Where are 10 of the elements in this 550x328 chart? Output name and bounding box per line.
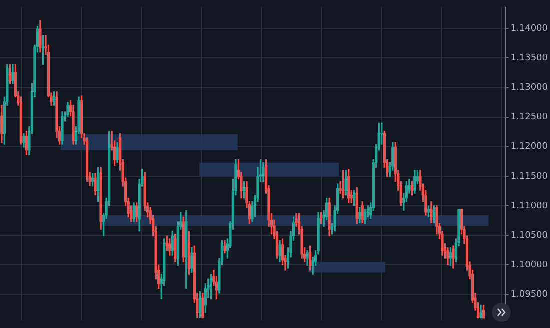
y-tick-label: 1.10000 — [510, 260, 548, 270]
y-tick-label: 1.12000 — [510, 142, 548, 152]
y-tick-label: 1.13000 — [510, 83, 548, 94]
y-tick-label: 1.14000 — [510, 24, 548, 34]
y-tick-label: 1.09500 — [510, 290, 548, 300]
y-tick-label: 1.12500 — [510, 112, 548, 123]
y-tick-label: 1.11000 — [510, 201, 548, 212]
y-tick-label: 1.13500 — [510, 54, 548, 64]
y-tick-label: 1.11500 — [510, 172, 548, 182]
y-tick-label: 1.10500 — [510, 230, 548, 241]
